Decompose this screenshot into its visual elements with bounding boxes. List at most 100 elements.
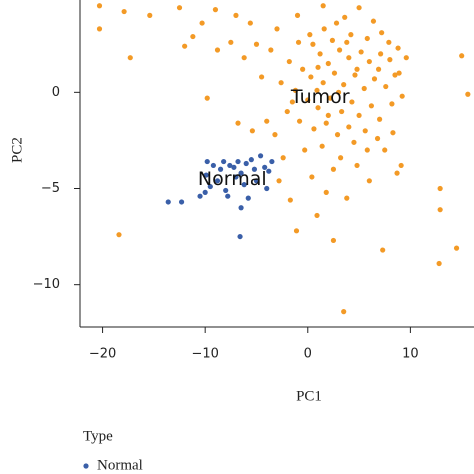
point [390,130,396,136]
point [320,3,326,9]
point [338,155,344,161]
point [329,37,336,43]
point [182,43,188,49]
point [336,47,343,53]
point [398,162,404,169]
point [311,126,317,132]
point [399,93,405,99]
point [335,89,342,95]
point [396,70,402,76]
point [330,166,337,172]
point [237,233,243,240]
point [314,87,320,94]
point [323,189,329,195]
x-axis-title: PC1 [296,388,322,404]
point [366,58,372,65]
point [333,20,340,26]
point [403,55,409,61]
point [437,185,443,192]
point [436,260,442,267]
point [386,39,392,45]
legend-marker [83,463,89,469]
point [243,160,249,167]
point [116,232,122,238]
point [294,12,301,18]
point [378,51,384,57]
point [307,32,313,38]
point [225,193,231,199]
point [238,205,244,211]
point [245,195,251,201]
point [382,147,388,153]
point [387,57,393,63]
point [380,247,386,253]
point [349,99,355,105]
point [249,128,255,134]
point [228,39,234,45]
point [257,153,264,159]
point [96,26,103,32]
point [289,99,295,105]
point [238,170,244,176]
point [295,39,302,45]
point [217,166,224,172]
point [374,135,381,142]
point [262,164,268,170]
point [361,85,367,92]
point [341,82,347,88]
point [354,162,360,169]
point [305,97,311,103]
point [364,35,370,42]
y-tick-label: −5 [41,181,60,196]
point [190,33,196,40]
point [268,47,274,53]
point [362,128,368,134]
point [210,162,216,169]
point [272,132,278,138]
point [354,66,360,72]
point [323,120,329,126]
point [212,7,219,13]
point [241,55,247,61]
point [308,74,314,80]
y-tick-label: 0 [52,85,60,100]
point [266,168,272,174]
point [235,158,241,165]
x-tick-label: 10 [402,347,419,362]
point [235,120,241,126]
point [286,58,292,65]
point [352,72,358,78]
point [284,108,290,115]
point [247,20,253,26]
point [344,39,350,45]
point [314,212,320,219]
point [327,95,333,101]
point [227,162,233,169]
point [241,182,247,188]
point [233,12,239,18]
point [287,197,293,203]
point [366,178,372,184]
point [248,157,254,163]
point [223,187,229,194]
point [317,51,323,57]
point [348,32,354,38]
point [389,101,395,107]
point [276,178,282,184]
point [221,158,227,165]
point [315,105,321,111]
point [280,155,286,161]
legend-label: Normal [97,457,143,473]
cluster-label: Tumor [290,86,350,108]
point [264,185,270,192]
point [165,199,171,205]
point [377,116,383,122]
point [96,3,103,9]
point [203,172,209,178]
legend-title: Type [83,428,113,444]
y-tick-label: −10 [33,277,60,292]
point [459,53,465,59]
point [302,147,308,153]
point [300,66,306,72]
